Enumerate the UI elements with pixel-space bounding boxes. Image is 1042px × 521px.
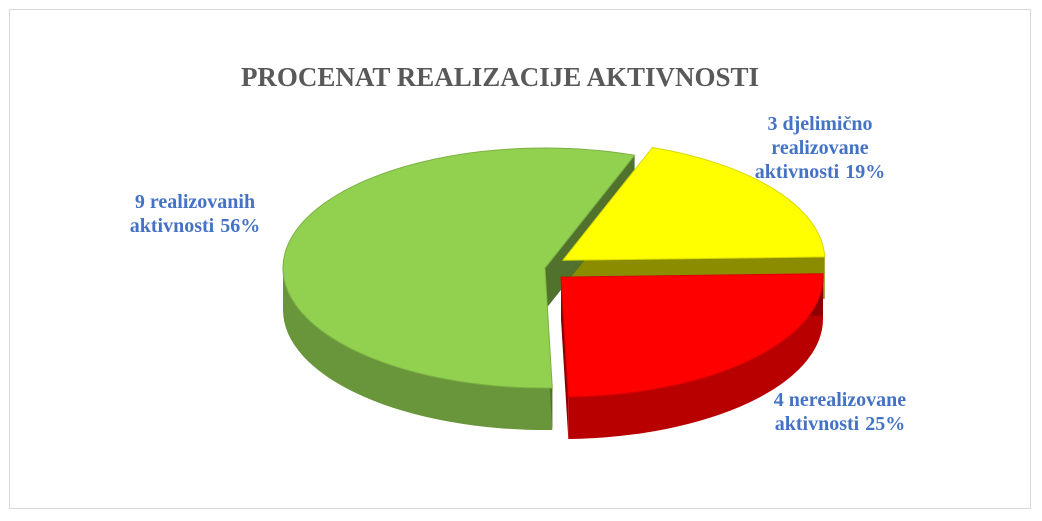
data-label: 9 realizovanih aktivnosti 56% (95, 190, 295, 238)
pie-slice (282, 147, 636, 389)
pie-slice (560, 273, 824, 398)
slice-side (283, 268, 553, 430)
chart-frame (9, 9, 1031, 509)
data-label: 4 nerealizovane aktivnosti 25% (735, 388, 945, 436)
data-label-part: 19% (845, 161, 886, 183)
data-label: 3 djelimično realizovane aktivnosti 19% (745, 112, 895, 184)
chart-title: PROCENAT REALIZACIJE AKTIVNOSTI (240, 62, 760, 92)
data-label-part: 3 djelimično realizovane aktivnosti (754, 113, 873, 183)
slice-wall (560, 277, 569, 440)
slice-side (568, 277, 823, 440)
data-label-part: 9 realizovanih aktivnosti (129, 191, 256, 237)
data-label-part: 56% (220, 215, 261, 237)
data-label-part: 25% (865, 413, 906, 435)
data-label-part: 4 nerealizovane aktivnosti (773, 389, 907, 435)
pie-slice (561, 146, 826, 261)
